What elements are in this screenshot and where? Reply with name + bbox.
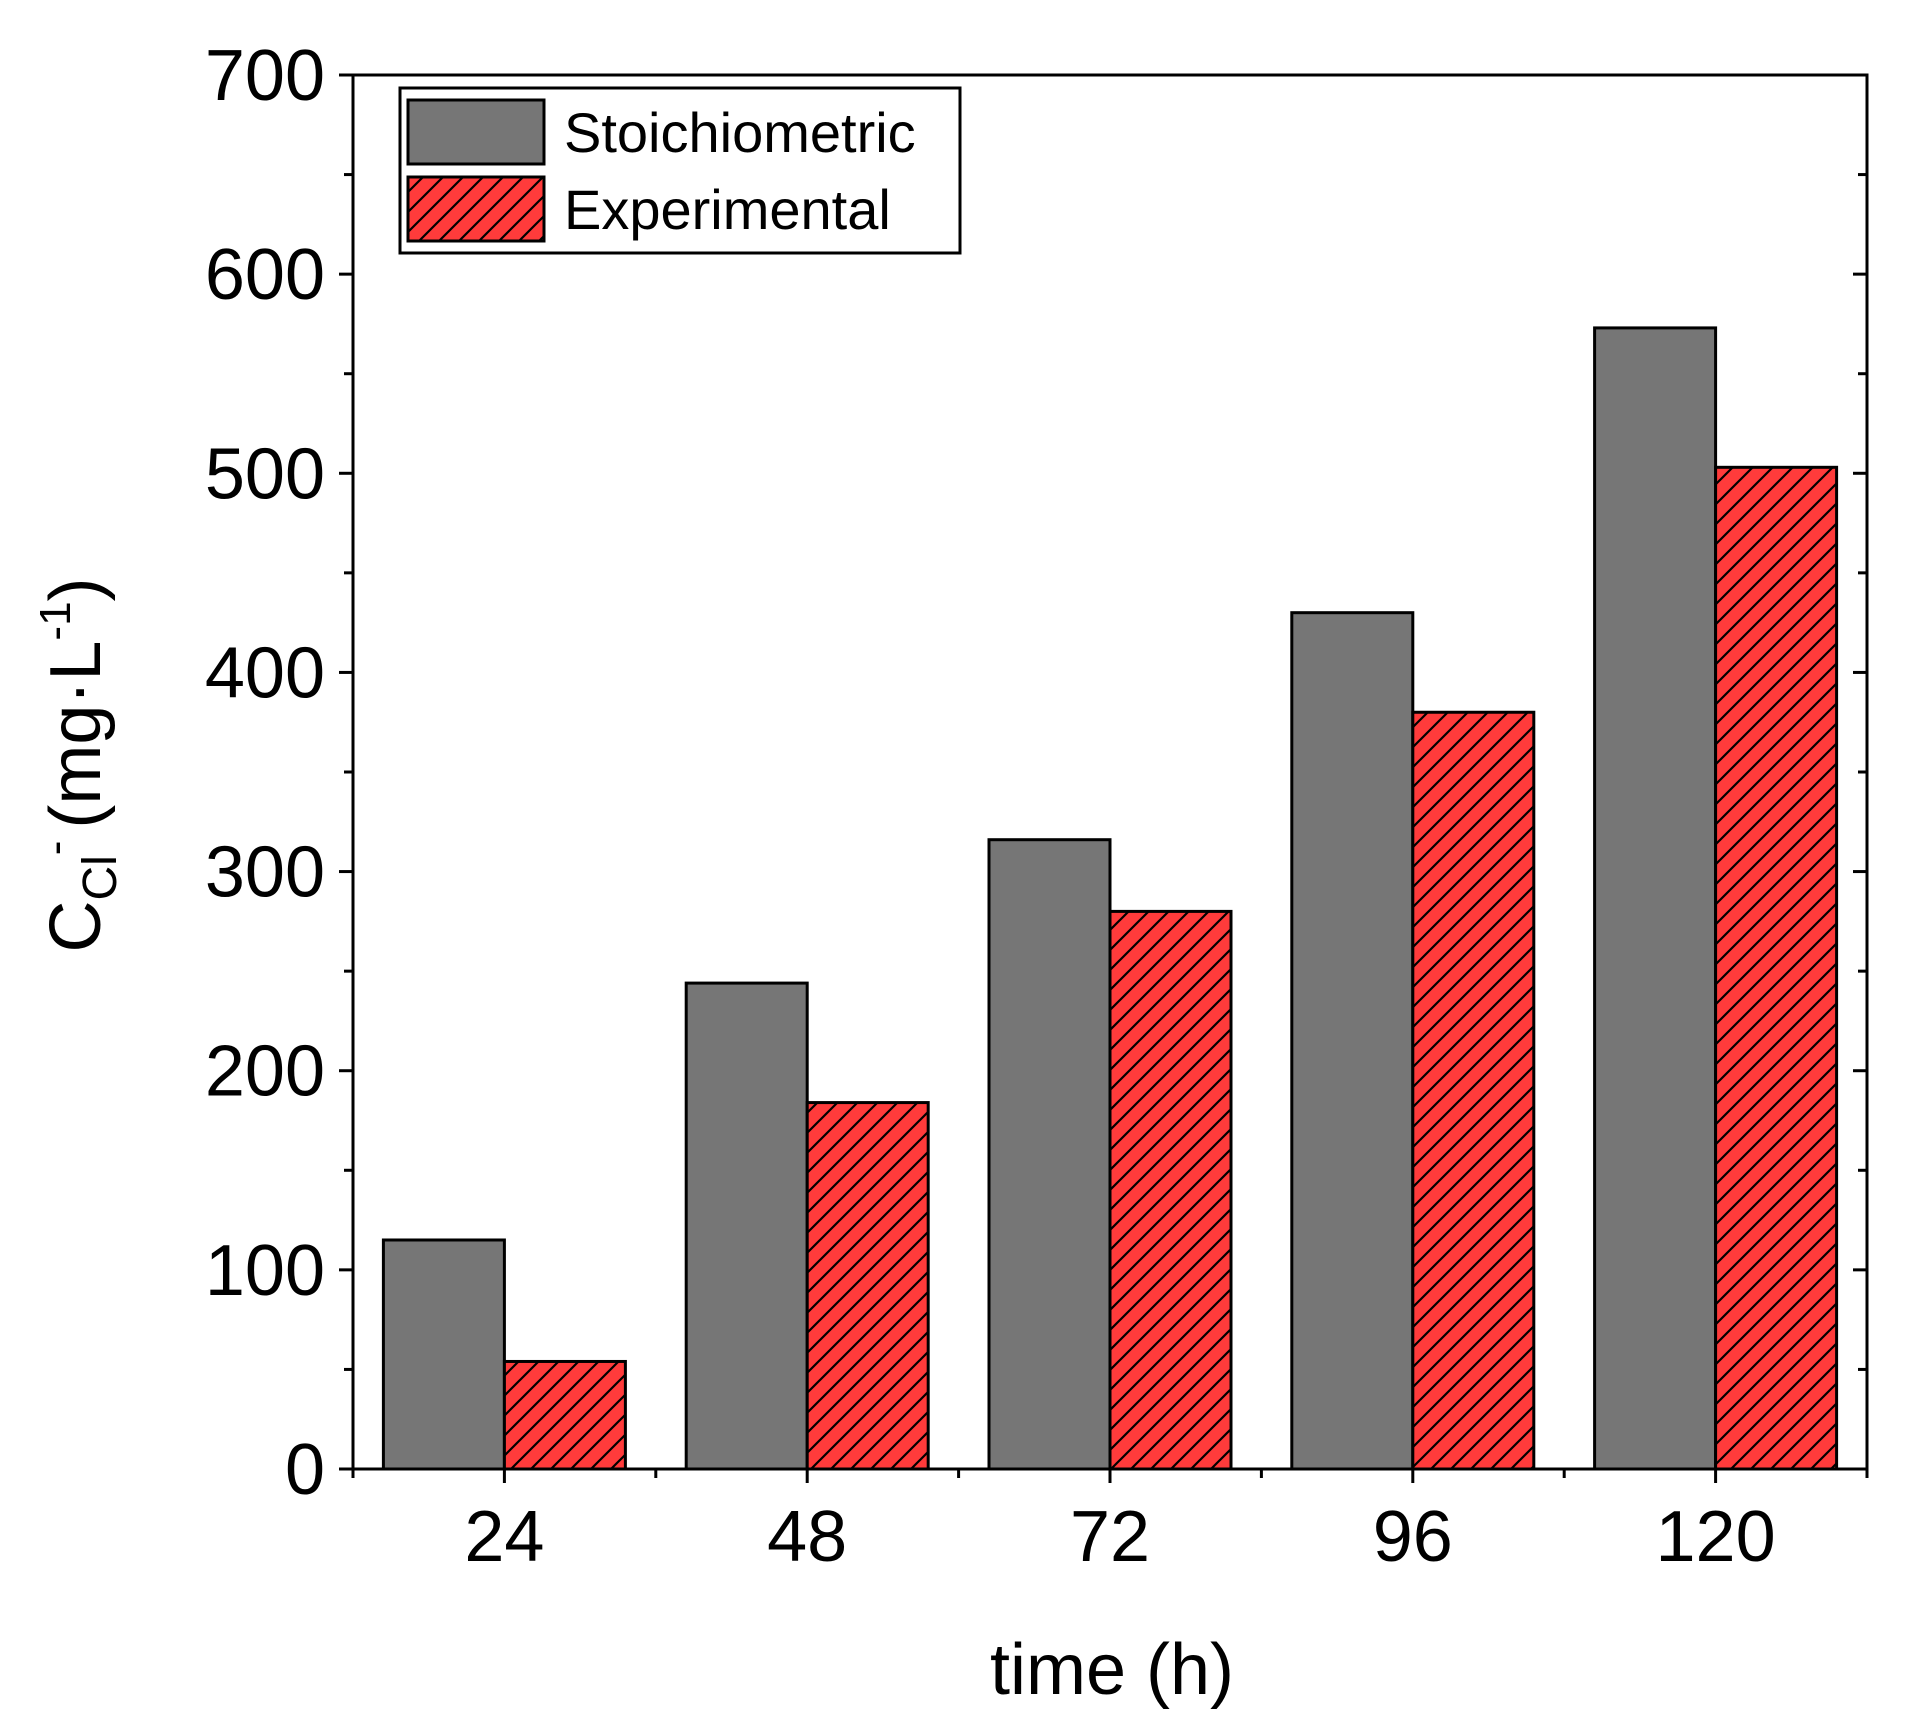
y-axis-title-main: C (36, 901, 116, 953)
y-axis-title-units: (mg·L (36, 641, 116, 829)
y-tick-label-100: 100 (205, 1231, 325, 1311)
bar-stoichiometric-24 (381, 1238, 506, 1471)
legend-swatch-stoichiometric (406, 98, 546, 166)
y-tick-label-0: 0 (285, 1430, 325, 1510)
bar-stoichiometric-48 (684, 981, 809, 1471)
bar-experimental-120 (1714, 465, 1839, 1471)
x-axis-title: time (h) (990, 1630, 1234, 1710)
y-axis-title: CCl- (mg·L-1) (31, 577, 127, 952)
y-tick-label-700: 700 (205, 36, 325, 116)
bars-layer (381, 326, 1839, 1471)
y-tick-label-200: 200 (205, 1032, 325, 1112)
labels-layer: time (h) CCl- (mg·L-1) (31, 577, 1234, 1710)
y-tick-label-300: 300 (205, 833, 325, 913)
bar-stoichiometric-96 (1290, 611, 1415, 1471)
x-tick-label-120: 120 (1656, 1497, 1776, 1577)
y-tick-label-500: 500 (205, 434, 325, 514)
y-axis-title-units-exponent: -1 (31, 601, 80, 640)
legend-label-experimental: Experimental (564, 178, 891, 241)
y-axis-title-superscript: - (31, 841, 80, 856)
bar-stoichiometric-72 (987, 838, 1112, 1471)
y-tick-label-600: 600 (205, 235, 325, 315)
axes-layer: 24 48 72 96 120 0 100 200 300 400 500 600 700 (205, 36, 1869, 1577)
y-axis-title-subscript: Cl (74, 855, 127, 900)
x-tick-label-48: 48 (767, 1497, 847, 1577)
y-axis-title-units-close: ) (36, 577, 116, 601)
x-tick-label-96: 96 (1373, 1497, 1453, 1577)
bar-stoichiometric-120 (1593, 326, 1718, 1471)
bar-experimental-24 (502, 1359, 627, 1471)
plot-frame (351, 73, 1869, 1471)
legend: Stoichiometric Experimental (398, 86, 962, 255)
y-tick-label-400: 400 (205, 633, 325, 713)
legend-swatch-experimental (406, 175, 546, 243)
x-tick-label-72: 72 (1070, 1497, 1150, 1577)
bar-experimental-48 (805, 1101, 930, 1471)
bar-experimental-96 (1411, 710, 1536, 1471)
legend-label-stoichiometric: Stoichiometric (564, 101, 916, 164)
bar-experimental-72 (1108, 909, 1233, 1471)
x-tick-label-24: 24 (464, 1497, 544, 1577)
